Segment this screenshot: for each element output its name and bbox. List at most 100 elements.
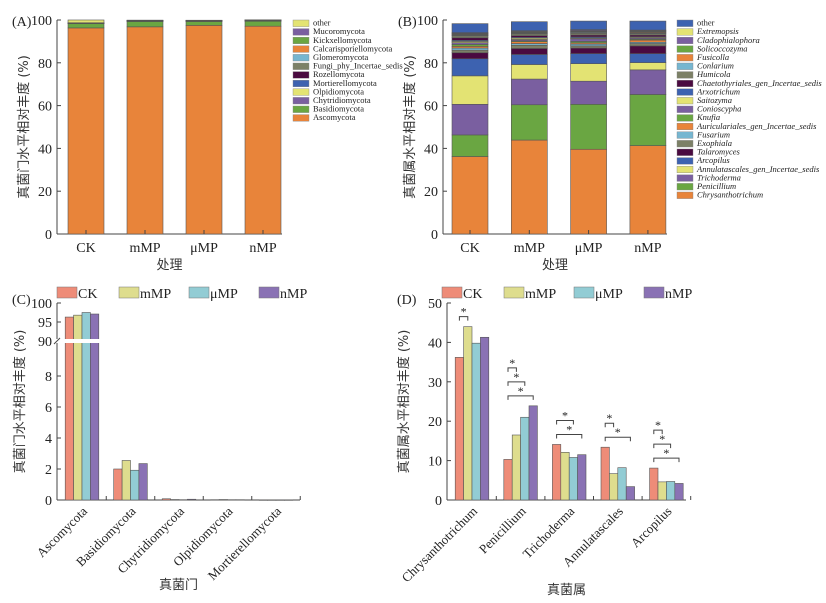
legend: CK mMP μMP nMP [56,286,307,302]
bar-segment-basidiomycota [244,20,282,27]
y-tick-label: 40 [38,142,52,157]
bar-mp [471,342,481,501]
legend-label: Mucoromycota [313,26,365,36]
bar-segment-chrysanthotrichum [570,148,607,235]
significance-star: * [461,305,467,319]
panel-label: (A) [12,15,32,30]
significance-bracket [507,395,534,400]
x-axis-title: 真菌门 [159,578,198,593]
significance-bracket [604,422,615,428]
x-tick-label: μMP [575,241,603,256]
legend-swatch [676,174,694,182]
bar-segment-exophiala [451,49,489,54]
legend-label: Rozellomycota [313,69,365,79]
significance-bracket [507,367,517,372]
legend-label: Olpidiomycota [313,86,364,96]
x-tick-label: Chrysanthotrichum [399,504,481,586]
legend-swatch [676,157,694,165]
legend-label: Chytridiomycota [313,95,371,105]
significance-star: * [663,446,669,460]
x-tick-label: μMP [190,241,218,256]
bar-segment-ascomycota [126,26,164,235]
legend-label: Basidiomycota [313,104,364,114]
bar-segment-basidiomycota [67,23,105,29]
panel-label: (D) [397,293,417,308]
bar-ck [210,499,220,501]
bar-ck [552,444,562,501]
legend-swatch [118,286,140,299]
legend-swatch [292,54,310,62]
significance-bracket [653,457,680,463]
legend-swatch [676,37,694,45]
panel-label: (B) [398,15,417,30]
bar-segment-ascomycota [185,25,223,235]
y-tick-label: 0 [431,228,438,243]
bar-segment-arcopilus [629,53,667,63]
panel-d: (D) CK mMP μMP nMP 0 10 20 30 40 50 Chrysanthotrich… [396,286,692,598]
bar-mmp [121,460,131,501]
legend-swatch [676,71,694,79]
bar-nmp [625,486,635,501]
bar-segment-basidiomycota [185,20,223,26]
x-tick-label: mMP [129,241,160,256]
legend-label: Chaetothyriales_gen_Incertae_sedis [697,78,822,88]
bar-segment-penicillium [510,104,548,141]
bar-segment-penicillium [629,94,667,146]
bar-segment-arcopilus [451,58,489,77]
legend-swatch [676,122,694,130]
bar-segment-other [67,19,105,24]
bar-mp [178,499,188,501]
bar-nmp [235,499,245,501]
y-tick-label: 80 [38,57,52,72]
legend-label: other [697,18,715,28]
bar-ck [600,446,610,501]
legend-swatch [676,28,694,36]
axis-break-gap [53,339,103,343]
legend-label: other [313,18,331,28]
panel-c: (C) CK mMP μMP nMP024689095100AscomycotaBasi… [12,286,307,593]
bar-ck [649,467,659,501]
legend-swatch [441,286,463,299]
legend-label: Fungi_phy_Incertae_sedis [313,61,403,71]
significance-bracket [556,419,574,425]
y-tick-label: 40 [428,336,442,351]
bar-ck [454,357,464,501]
y-tick-label: 60 [424,100,438,115]
y-tick-label: 6 [45,401,52,416]
legend-label: Glomeromycota [313,52,368,62]
legend-swatch [676,114,694,122]
bar-ck [161,498,171,501]
legend-label: Talaromyces [697,147,741,157]
bar-nmp [577,454,587,501]
legend-label: Mortierellomycota [313,78,377,88]
bar-mmp [218,499,228,501]
bar-segment-auriculariales-gen-incertae-sedis [629,39,667,43]
legend-label: Fusicolla [696,52,729,62]
y-axis-title: 真菌门水平相对丰度 (%) [12,330,28,474]
y-tick-label: 30 [428,376,442,391]
bar-segment-penicillium [570,104,607,150]
legend-label: Trichoderma [697,172,741,182]
legend-label: Humicola [696,69,731,79]
bar-mp [275,499,285,501]
bar-segment-trichoderma [510,78,548,106]
bar-segment-chrysanthotrichum [451,156,489,235]
significance-star: * [606,411,612,425]
y-tick-label: 20 [38,185,52,200]
bar-nmp [90,313,100,501]
panel-label: (C) [12,293,31,308]
legend-swatch [676,140,694,148]
bar-mmp [170,499,180,501]
y-tick-label: 20 [424,185,438,200]
significance-star: * [518,384,524,398]
legend-swatch [292,45,310,53]
y-tick-label: 40 [424,142,438,157]
legend-label: mMP [525,287,556,302]
significance-bracket [507,381,526,386]
y-tick-label: 0 [435,494,442,509]
y-tick-label: 8 [45,370,52,385]
bar-segment-other [570,20,607,30]
legend-label: μMP [210,287,238,302]
legend-swatch [643,286,665,299]
y-tick-label: 4 [45,432,52,447]
